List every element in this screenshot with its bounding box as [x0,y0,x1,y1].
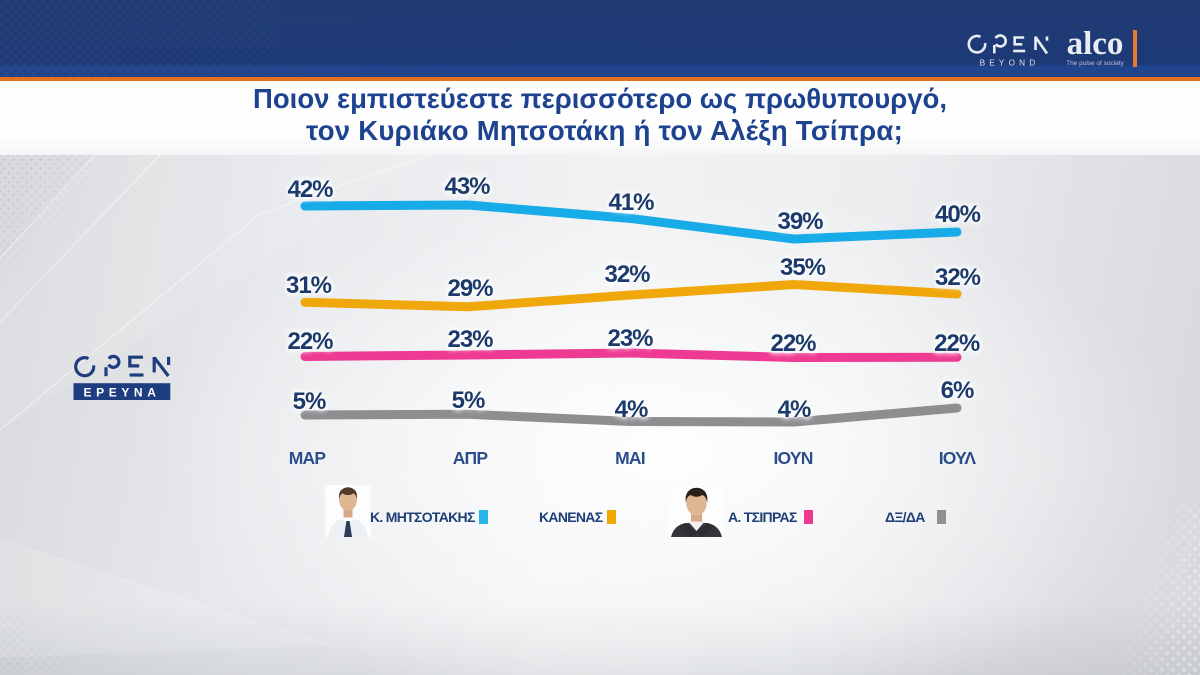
svg-text:BEYOND: BEYOND [980,59,1040,68]
svg-text:ΕΡΕΥΝΑ: ΕΡΕΥΝΑ [84,385,161,399]
